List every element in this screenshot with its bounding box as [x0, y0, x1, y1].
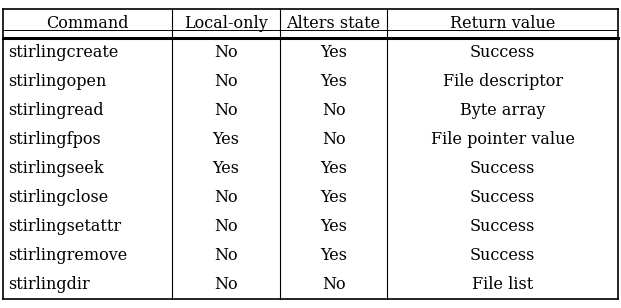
Text: No: No	[214, 44, 238, 61]
Text: Yes: Yes	[212, 160, 240, 177]
Text: File pointer value: File pointer value	[430, 131, 574, 148]
Text: Local-only: Local-only	[184, 15, 268, 32]
Text: Command: Command	[47, 15, 129, 32]
Text: stirlingopen: stirlingopen	[8, 73, 106, 90]
Text: stirlingsetattr: stirlingsetattr	[8, 218, 121, 235]
Text: File list: File list	[472, 276, 533, 293]
Text: Return value: Return value	[450, 15, 555, 32]
Text: stirlingfpos: stirlingfpos	[8, 131, 101, 148]
Text: File descriptor: File descriptor	[443, 73, 563, 90]
Text: Success: Success	[470, 189, 535, 206]
Text: Yes: Yes	[320, 160, 347, 177]
Text: No: No	[214, 102, 238, 119]
Text: Alters state: Alters state	[286, 15, 381, 32]
Text: No: No	[214, 73, 238, 90]
Text: Yes: Yes	[320, 189, 347, 206]
Text: stirlingread: stirlingread	[8, 102, 104, 119]
Text: No: No	[214, 247, 238, 264]
Text: Yes: Yes	[320, 44, 347, 61]
Text: stirlingseek: stirlingseek	[8, 160, 104, 177]
Text: Success: Success	[470, 247, 535, 264]
Text: Yes: Yes	[212, 131, 240, 148]
Text: Byte array: Byte array	[460, 102, 545, 119]
Text: stirlingremove: stirlingremove	[8, 247, 127, 264]
Text: Yes: Yes	[320, 73, 347, 90]
Text: No: No	[322, 102, 345, 119]
Text: stirlingdir: stirlingdir	[8, 276, 90, 293]
Text: Yes: Yes	[320, 218, 347, 235]
Text: stirlingclose: stirlingclose	[8, 189, 108, 206]
Text: No: No	[322, 276, 345, 293]
Text: Success: Success	[470, 160, 535, 177]
Text: No: No	[214, 189, 238, 206]
Text: Success: Success	[470, 218, 535, 235]
Text: stirlingcreate: stirlingcreate	[8, 44, 119, 61]
Text: No: No	[322, 131, 345, 148]
Text: Yes: Yes	[320, 247, 347, 264]
Text: Success: Success	[470, 44, 535, 61]
Text: No: No	[214, 276, 238, 293]
Text: No: No	[214, 218, 238, 235]
